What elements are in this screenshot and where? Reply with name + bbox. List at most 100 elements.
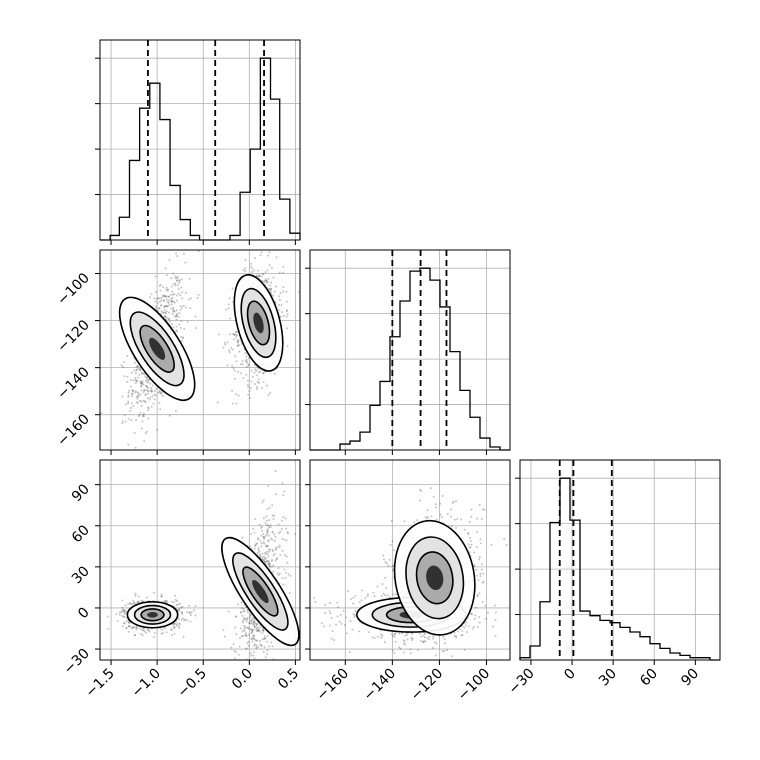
sample-point — [258, 371, 261, 374]
sample-point — [160, 299, 163, 302]
sample-point — [432, 495, 435, 498]
sample-point — [490, 543, 493, 546]
sample-point — [465, 621, 468, 624]
sample-point — [280, 519, 283, 522]
sample-point — [178, 626, 181, 629]
sample-point — [165, 600, 168, 603]
sample-point — [389, 543, 392, 546]
sample-point — [166, 305, 169, 308]
sample-point — [178, 608, 181, 611]
sample-point — [176, 276, 179, 279]
sample-point — [244, 618, 247, 621]
sample-point — [125, 626, 128, 629]
sample-point — [259, 370, 262, 373]
sample-point — [400, 679, 402, 681]
sample-point — [179, 294, 182, 297]
sample-point — [246, 379, 249, 382]
sample-point — [247, 633, 250, 636]
sample-point — [170, 277, 173, 280]
sample-point — [444, 642, 447, 645]
sample-point — [134, 391, 137, 394]
sample-point — [244, 267, 247, 270]
sample-point — [267, 562, 270, 565]
sample-point — [271, 531, 274, 534]
sample-point — [133, 633, 136, 636]
sample-point — [258, 378, 261, 381]
sample-point — [259, 639, 262, 642]
sample-point — [153, 398, 156, 401]
sample-point — [136, 391, 139, 394]
sample-point — [354, 594, 357, 597]
sample-point — [388, 558, 391, 561]
sample-point — [134, 379, 137, 382]
sample-point — [146, 396, 149, 399]
sample-point — [183, 327, 186, 330]
sample-point — [264, 668, 266, 670]
sample-point — [470, 612, 473, 615]
sample-point — [246, 384, 249, 387]
sample-point — [240, 606, 243, 609]
sample-point — [267, 548, 270, 551]
sample-point — [140, 400, 143, 403]
sample-point — [188, 611, 191, 614]
sample-point — [153, 389, 156, 392]
sample-point — [271, 550, 274, 553]
sample-point — [228, 694, 230, 696]
sample-point — [146, 409, 149, 412]
sample-point — [141, 415, 144, 418]
sample-point — [237, 603, 240, 606]
sample-point — [260, 275, 263, 278]
sample-point — [481, 508, 484, 511]
sample-point — [380, 633, 383, 636]
sample-point — [171, 290, 174, 293]
sample-point — [153, 297, 156, 300]
sample-point — [160, 595, 163, 598]
sample-point — [166, 301, 169, 304]
sample-point — [270, 287, 273, 290]
sample-point — [404, 634, 407, 637]
sample-point — [144, 393, 147, 396]
sample-point — [257, 546, 260, 549]
sample-point — [406, 638, 409, 641]
sample-point — [140, 385, 143, 388]
sample-point — [147, 392, 150, 395]
sample-point — [266, 560, 269, 563]
histogram-frame-2 — [519, 459, 721, 661]
sample-point — [503, 537, 506, 540]
sample-point — [165, 286, 168, 289]
sample-point — [380, 636, 383, 639]
sample-point — [450, 508, 453, 511]
sample-point — [233, 333, 236, 336]
sample-point — [126, 380, 129, 383]
sample-point — [278, 572, 281, 575]
sample-point — [172, 326, 175, 329]
sample-point — [161, 628, 164, 631]
sample-point — [148, 378, 151, 381]
sample-point — [470, 613, 473, 616]
sample-point — [147, 629, 150, 632]
sample-point — [278, 271, 281, 274]
sample-point — [281, 549, 284, 552]
sample-point — [175, 315, 178, 318]
sample-point — [232, 338, 235, 341]
sample-point — [147, 407, 150, 410]
sample-point — [251, 630, 254, 633]
sample-point — [286, 345, 289, 348]
sample-point — [257, 367, 260, 370]
sample-point — [470, 508, 473, 511]
sample-point — [177, 618, 180, 621]
sample-point — [194, 604, 197, 607]
sample-point — [254, 622, 257, 625]
sample-point — [181, 297, 184, 300]
sample-point — [142, 413, 145, 416]
sample-point — [270, 288, 273, 291]
sample-point — [434, 654, 437, 657]
sample-point — [494, 611, 497, 614]
sample-point — [367, 631, 370, 634]
sample-point — [277, 567, 280, 570]
sample-point — [323, 625, 326, 628]
sample-point — [392, 593, 395, 596]
sample-point — [183, 619, 186, 622]
sample-point — [469, 536, 472, 539]
sample-point — [190, 611, 193, 614]
